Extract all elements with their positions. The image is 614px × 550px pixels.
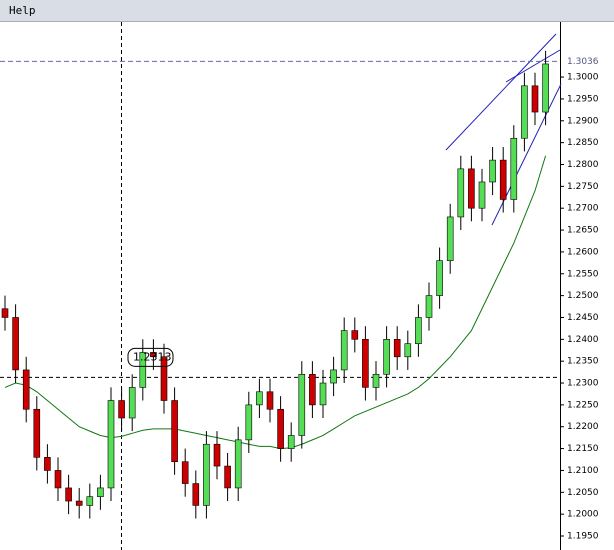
- y-tick-label: 1.2600: [567, 247, 599, 257]
- candle-body: [404, 343, 412, 358]
- candle-body: [531, 85, 539, 113]
- price-line-label: 1.3036: [567, 57, 599, 67]
- crosshair-tooltip-box: [127, 347, 174, 367]
- candle-body: [256, 391, 263, 406]
- menu-bar: Help: [0, 0, 614, 22]
- candle-body: [107, 400, 115, 489]
- y-tick-label: 1.2300: [567, 379, 599, 389]
- candle-body: [192, 483, 200, 506]
- candle-body: [160, 356, 168, 401]
- candle-body: [542, 63, 549, 113]
- candle-body: [33, 408, 41, 458]
- moving-average: [4, 155, 547, 450]
- candle-body: [298, 373, 306, 436]
- candle-body: [425, 295, 433, 318]
- candle-body: [1, 308, 9, 318]
- y-tick-label: 1.2250: [567, 400, 599, 410]
- y-tick-label: 1.2850: [567, 138, 599, 148]
- candle-body: [224, 465, 231, 489]
- candle-body: [12, 317, 19, 371]
- candle-body: [319, 382, 327, 406]
- candle-body: [97, 487, 104, 497]
- candle-body: [139, 352, 147, 388]
- candle-body: [383, 339, 390, 375]
- y-tick-label: 1.2900: [567, 116, 599, 126]
- y-tick-label: 1.2400: [567, 335, 599, 345]
- candle-body: [489, 159, 496, 183]
- y-tick-label: 1.2750: [567, 182, 599, 192]
- candle-body: [457, 168, 465, 218]
- candle-body: [362, 339, 369, 388]
- candle-body: [287, 435, 295, 449]
- candle-body: [65, 487, 72, 502]
- candle-body: [340, 330, 348, 371]
- candle-body: [266, 391, 274, 410]
- y-tick-label: 1.2800: [567, 160, 599, 170]
- candle-body: [128, 387, 136, 419]
- candle-body: [75, 500, 83, 506]
- candle-body: [510, 137, 518, 200]
- y-tick-label: 1.2200: [567, 422, 599, 432]
- candle-body: [277, 408, 284, 449]
- candle-body: [446, 216, 454, 261]
- candle-body: [22, 369, 30, 410]
- y-tick-label: 1.2700: [567, 204, 599, 214]
- candle-body: [330, 369, 337, 384]
- candle-body: [234, 439, 242, 489]
- chart: 1.1950 1.2000 1.2050 1.2100 1.2150 1.2200 1.22…: [0, 22, 612, 550]
- y-tick-label: 1.1950: [567, 532, 599, 542]
- y-tick-label: 1.2650: [567, 226, 599, 236]
- candle-body: [44, 457, 51, 471]
- candle-body: [245, 404, 253, 441]
- candle-body: [478, 181, 486, 209]
- y-tick-label: 1.3000: [567, 73, 599, 83]
- y-tick-label: 1.2000: [567, 510, 599, 520]
- y-tick-label: 1.2550: [567, 269, 599, 279]
- y-tick-label: 1.2100: [567, 466, 599, 476]
- y-tick-label: 1.2450: [567, 313, 599, 323]
- candle-body: [351, 330, 359, 340]
- crosshair-tooltip: 1.2313: [133, 350, 172, 363]
- candle-body: [436, 260, 443, 296]
- candle-body: [203, 443, 210, 506]
- candle-body: [86, 496, 94, 506]
- candle-body: [372, 373, 380, 388]
- y-tick-label: 1.2050: [567, 488, 599, 498]
- candle-body: [181, 461, 189, 484]
- candle-body: [468, 168, 475, 209]
- y-tick-label: 1.2350: [567, 357, 599, 367]
- y-tick-label: 1.2950: [567, 94, 599, 104]
- price-line-label-bg: [562, 55, 612, 68]
- candle-body: [213, 443, 221, 467]
- candle-body: [415, 317, 422, 344]
- candle-body: [118, 400, 125, 419]
- candle-body: [499, 159, 507, 200]
- candle-body: [393, 339, 401, 358]
- y-tick-label: 1.2500: [567, 291, 599, 301]
- candle-body: [171, 400, 178, 463]
- menu-item[interactable]: Help: [9, 4, 36, 17]
- candle-body: [54, 470, 62, 489]
- candle-body: [309, 373, 316, 406]
- candle-body: [521, 85, 528, 139]
- y-tick-label: 1.2150: [567, 444, 599, 454]
- candle-body: [150, 352, 157, 358]
